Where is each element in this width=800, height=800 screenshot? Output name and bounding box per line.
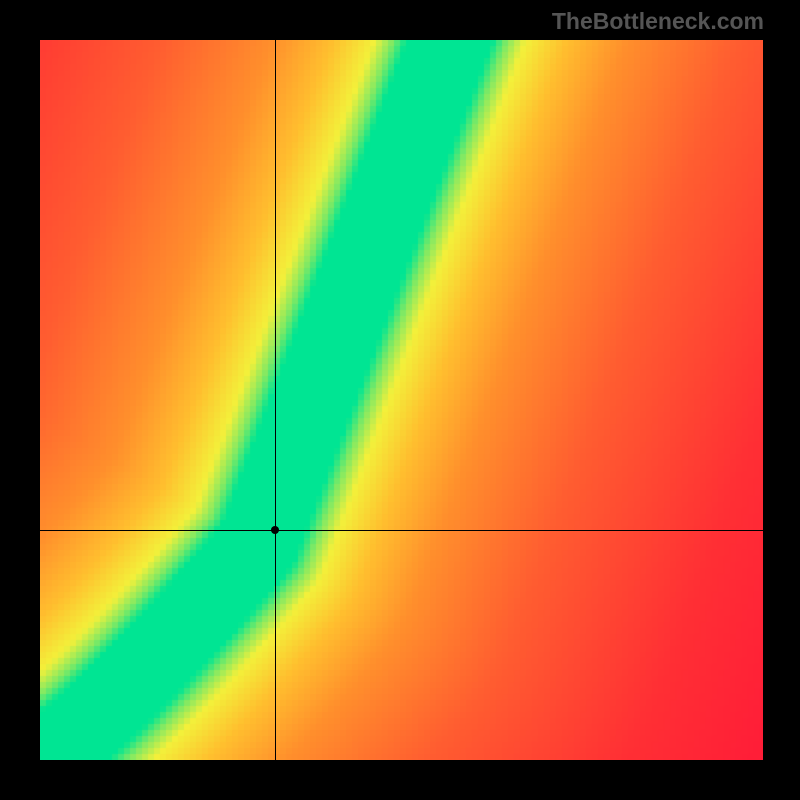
chart-container: TheBottleneck.com bbox=[0, 0, 800, 800]
crosshair-vertical bbox=[275, 40, 276, 760]
bottleneck-heatmap bbox=[40, 40, 763, 760]
crosshair-horizontal bbox=[40, 530, 763, 531]
crosshair-marker bbox=[271, 526, 279, 534]
watermark-text: TheBottleneck.com bbox=[552, 8, 764, 35]
